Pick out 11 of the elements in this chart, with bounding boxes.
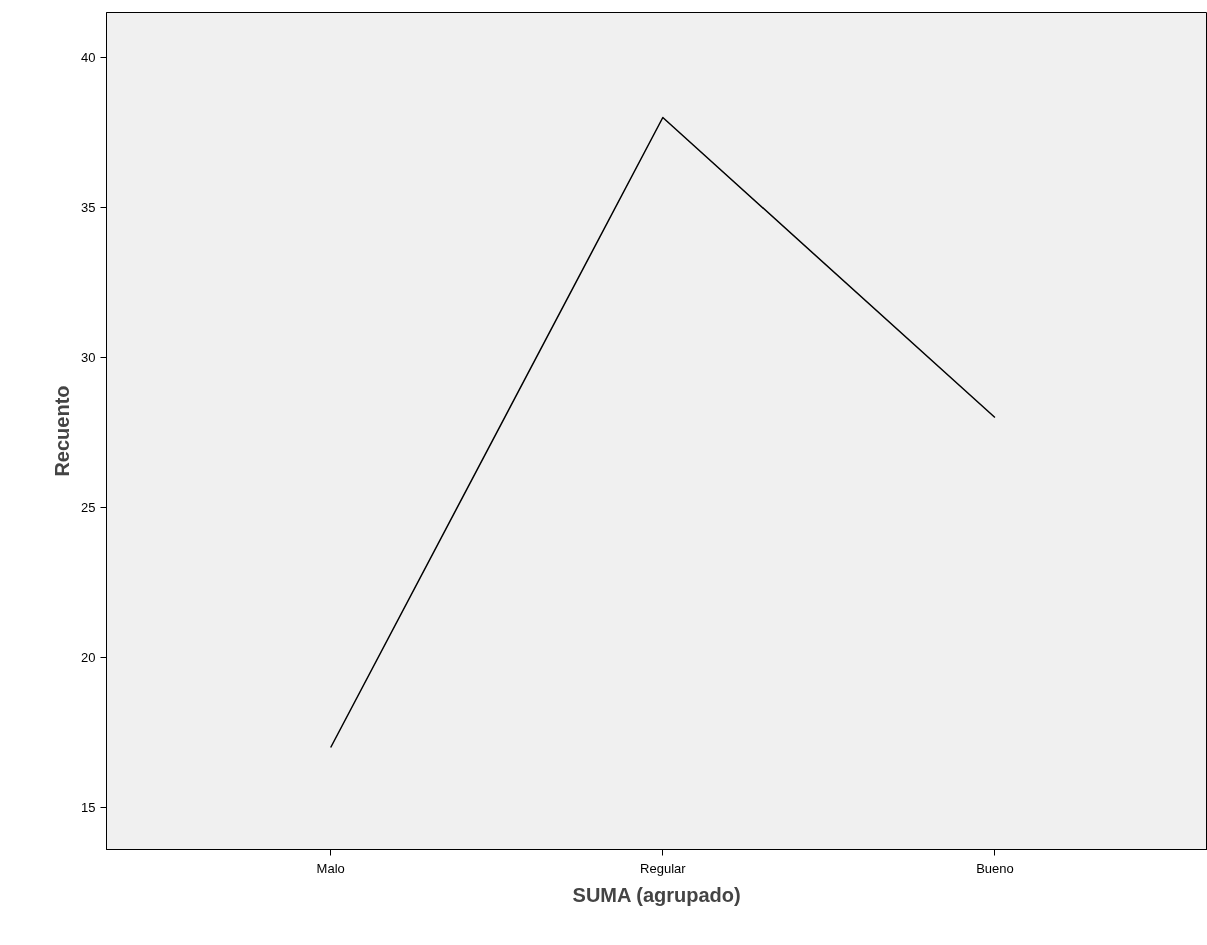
x-tick-label: Regular [640, 860, 687, 876]
x-axis-title: SUMA (agrupado) [572, 883, 741, 906]
x-tick-label: Malo [316, 860, 345, 876]
y-axis-title: Recuento [51, 385, 74, 477]
y-tick-label: 25 [81, 500, 96, 515]
y-tick-label: 20 [81, 650, 96, 665]
y-tick-label: 30 [81, 350, 96, 365]
y-tick-label: 35 [81, 200, 96, 215]
x-tick-label: Bueno [976, 860, 1014, 876]
y-tick-label: 15 [81, 800, 96, 815]
y-tick-label: 40 [81, 50, 96, 65]
